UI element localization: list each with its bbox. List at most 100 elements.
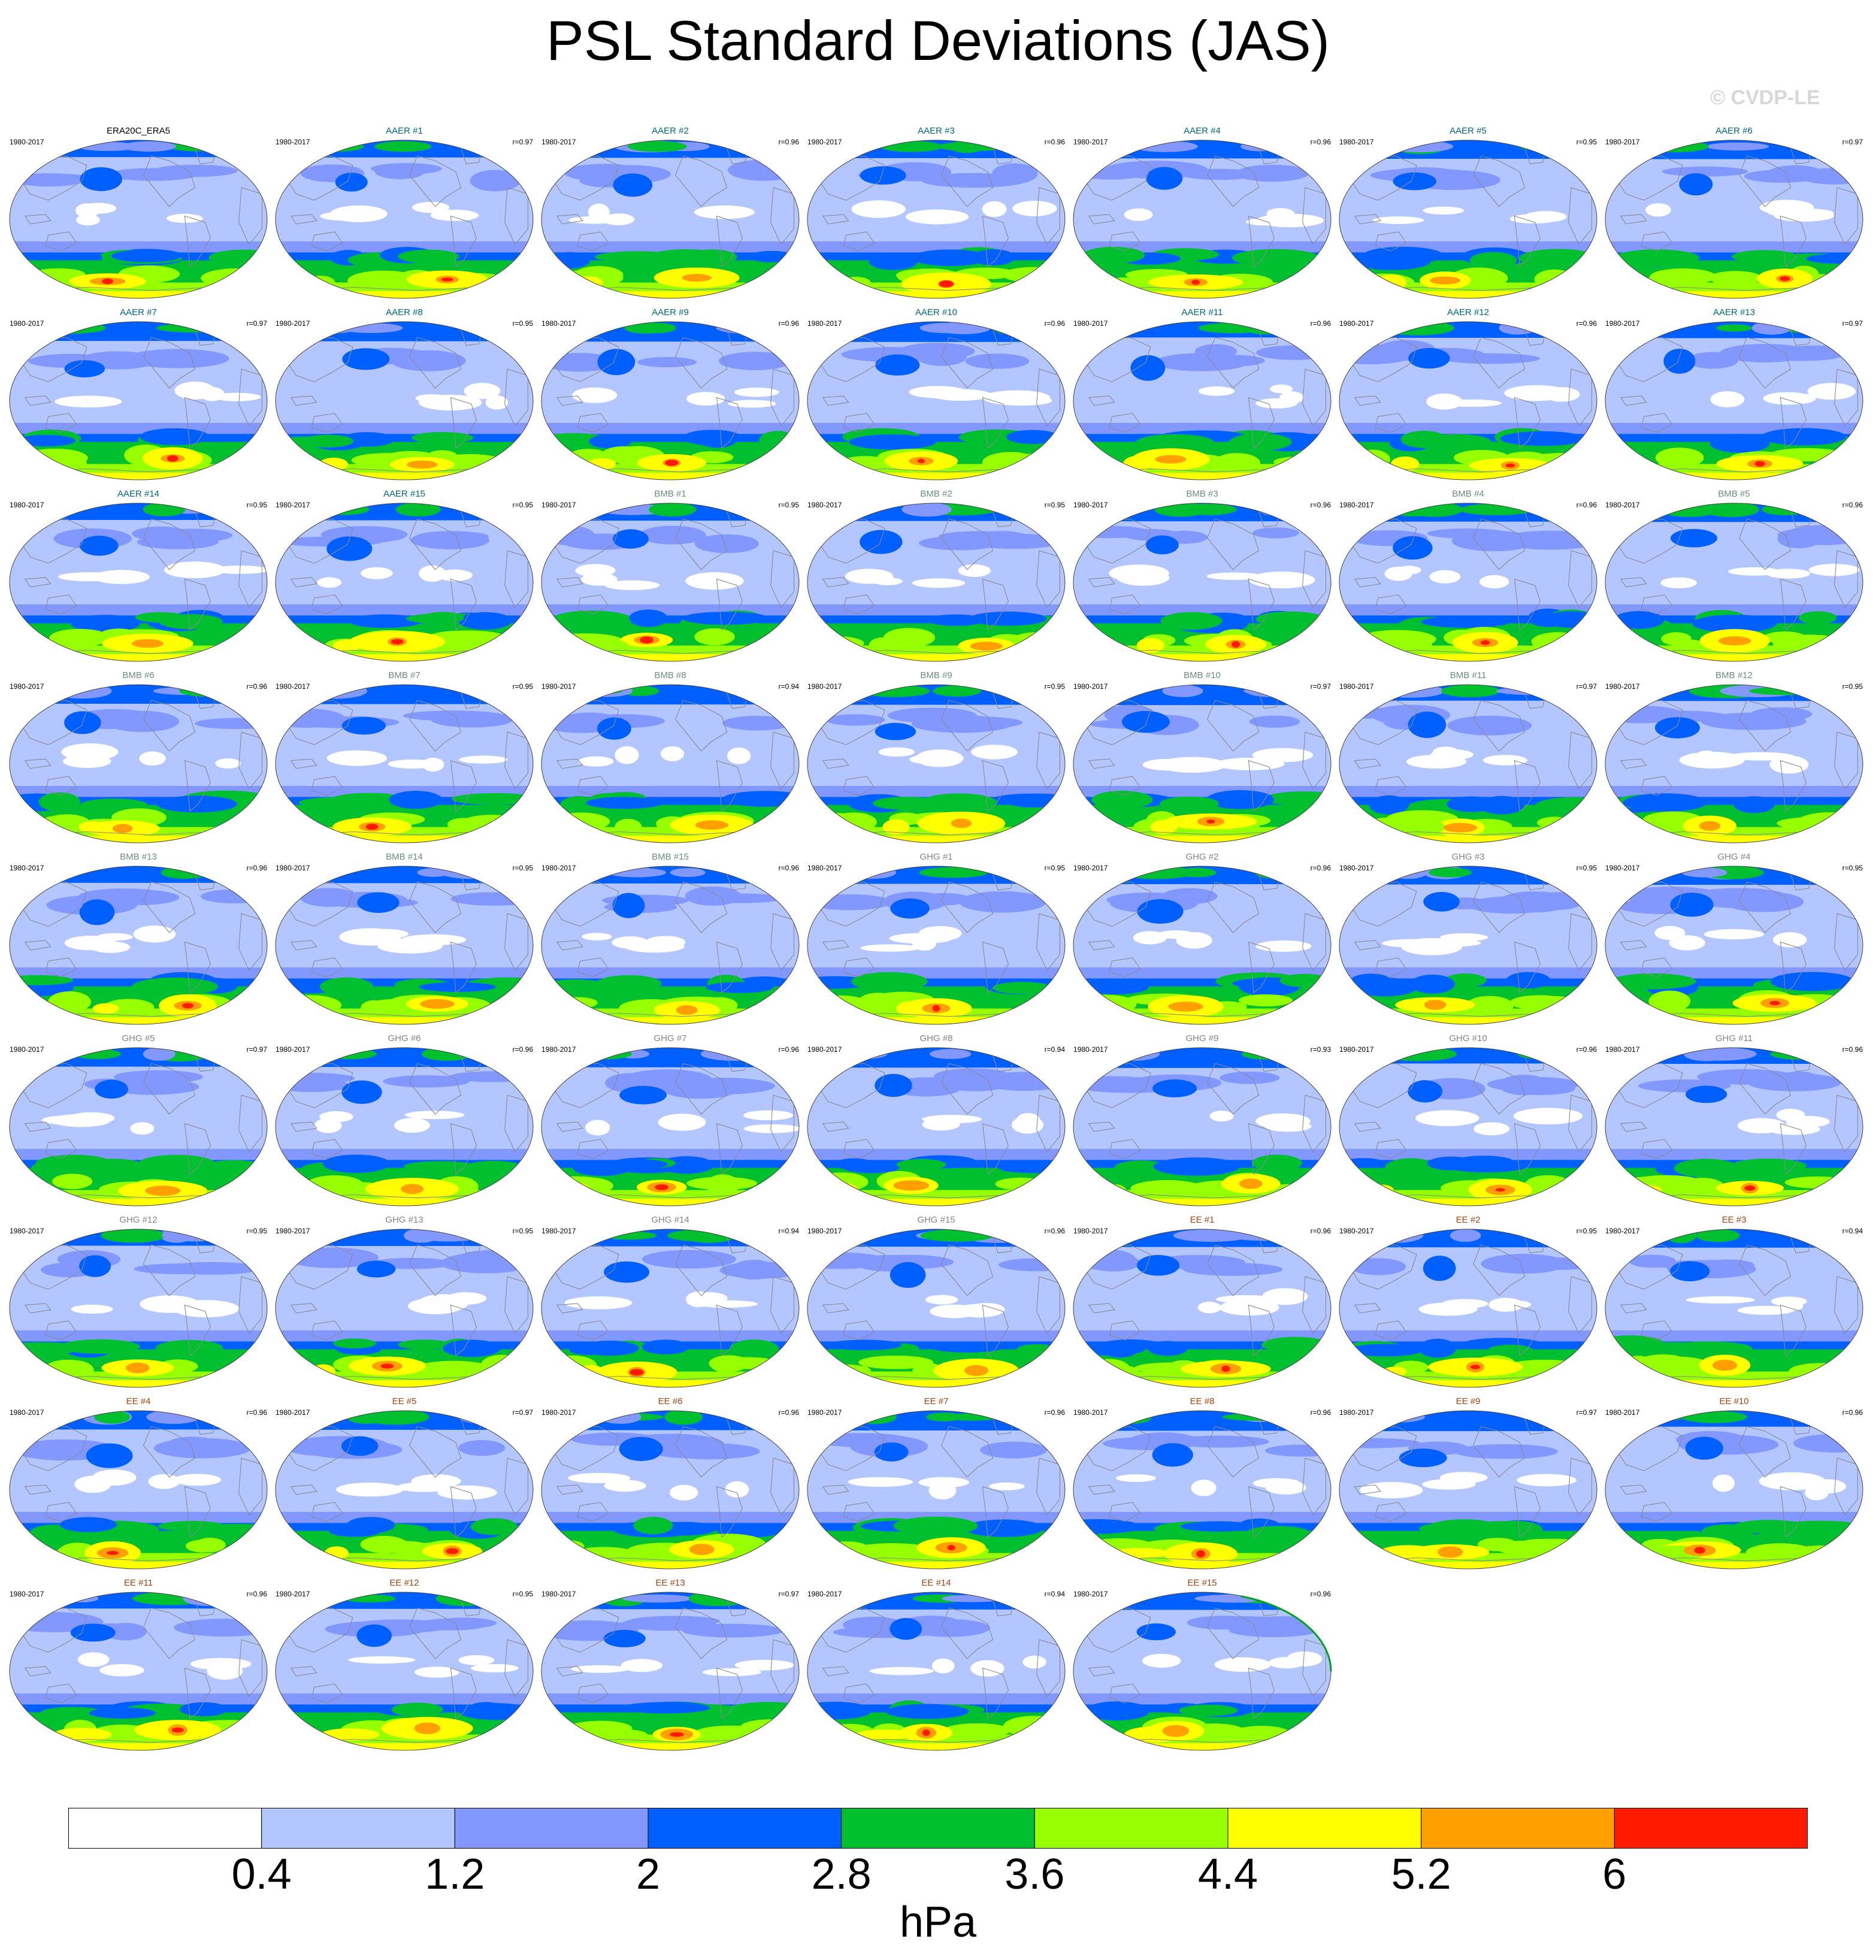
panel-correlation: r=0.96 xyxy=(1576,319,1597,328)
panel-correlation: r=0.96 xyxy=(1842,1045,1863,1054)
watermark: © CVDP-LE xyxy=(1710,86,1820,109)
global-map xyxy=(9,503,268,662)
panel-title: GHG #5 xyxy=(122,1033,155,1043)
colorbar-segment xyxy=(841,1808,1035,1849)
global-map xyxy=(807,1047,1066,1206)
colorbar-segment xyxy=(261,1808,455,1849)
panel-correlation: r=0.97 xyxy=(512,138,533,146)
panel-period: 1980-2017 xyxy=(1605,1227,1640,1235)
colorbar xyxy=(68,1808,1808,1849)
panel-title: BMB #5 xyxy=(1718,489,1750,499)
global-map xyxy=(1605,1229,1863,1388)
panel-title: BMB #6 xyxy=(122,670,155,680)
global-map xyxy=(1073,684,1332,843)
map-panel: GHG #3 1980-2017 r=0.95 xyxy=(1337,852,1599,1027)
panel-period: 1980-2017 xyxy=(807,1590,842,1598)
map-panel: GHG #10 1980-2017 r=0.96 xyxy=(1337,1033,1599,1208)
global-map xyxy=(1605,140,1863,299)
panel-period: 1980-2017 xyxy=(1339,682,1374,691)
panel-title: AAER #2 xyxy=(652,126,689,136)
global-map xyxy=(1605,503,1863,662)
panel-title: EE #8 xyxy=(1190,1396,1215,1407)
map-panel: BMB #9 1980-2017 r=0.95 xyxy=(805,670,1067,845)
map-panel: EE #12 1980-2017 r=0.95 xyxy=(273,1578,535,1753)
global-map xyxy=(1339,321,1597,480)
panel-title: AAER #1 xyxy=(386,126,423,136)
panel-period: 1980-2017 xyxy=(276,1408,310,1417)
global-map xyxy=(1605,1410,1863,1569)
panel-correlation: r=0.95 xyxy=(246,501,267,509)
panel-correlation: r=0.97 xyxy=(1576,682,1597,691)
panel-period: 1980-2017 xyxy=(541,501,576,509)
colorbar-tick-label: 3.6 xyxy=(1004,1850,1065,1898)
colorbar-tick-label: 4.4 xyxy=(1197,1850,1258,1898)
panel-period: 1980-2017 xyxy=(541,682,576,691)
map-panel: GHG #8 1980-2017 r=0.94 xyxy=(805,1033,1067,1208)
panel-period: 1980-2017 xyxy=(1605,319,1640,328)
panel-correlation: r=0.96 xyxy=(1576,501,1597,509)
global-map xyxy=(1339,1229,1597,1388)
panel-title: BMB #11 xyxy=(1450,670,1487,680)
map-panel: BMB #15 1980-2017 r=0.96 xyxy=(539,852,801,1027)
map-panel: GHG #11 1980-2017 r=0.96 xyxy=(1603,1033,1865,1208)
panel-correlation: r=0.95 xyxy=(512,1590,533,1598)
map-panel: AAER #11 1980-2017 r=0.96 xyxy=(1071,307,1333,482)
panel-correlation: r=0.96 xyxy=(1044,319,1065,328)
panel-title: BMB #12 xyxy=(1715,670,1753,680)
panel-period: 1980-2017 xyxy=(1339,138,1374,146)
colorbar-tick-label: 1.2 xyxy=(425,1850,485,1898)
panel-correlation: r=0.95 xyxy=(246,1227,267,1235)
panel-title: GHG #11 xyxy=(1715,1033,1753,1043)
colorbar-tick-label: 0.4 xyxy=(231,1850,292,1898)
panel-correlation: r=0.96 xyxy=(778,138,799,146)
panel-correlation: r=0.96 xyxy=(1044,1408,1065,1417)
global-map xyxy=(9,1410,268,1569)
map-panel: AAER #5 1980-2017 r=0.95 xyxy=(1337,126,1599,301)
panel-period: 1980-2017 xyxy=(10,319,44,328)
panel-period: 1980-2017 xyxy=(807,1045,842,1054)
panel-correlation: r=0.96 xyxy=(778,864,799,872)
global-map xyxy=(807,1410,1066,1569)
panel-correlation: r=0.96 xyxy=(1842,1408,1863,1417)
map-panel: BMB #13 1980-2017 r=0.96 xyxy=(7,852,270,1027)
map-panel: AAER #7 1980-2017 r=0.97 xyxy=(7,307,270,482)
panel-period: 1980-2017 xyxy=(1605,501,1640,509)
global-map xyxy=(1605,1047,1863,1206)
panel-period: 1980-2017 xyxy=(276,682,310,691)
panel-correlation: r=0.97 xyxy=(1310,682,1331,691)
global-map xyxy=(807,1592,1066,1751)
map-panel: EE #2 1980-2017 r=0.95 xyxy=(1337,1215,1599,1390)
map-panel: EE #13 1980-2017 r=0.97 xyxy=(539,1578,801,1753)
global-map xyxy=(275,503,534,662)
panel-title: GHG #15 xyxy=(917,1215,955,1225)
map-panel: AAER #1 1980-2017 r=0.97 xyxy=(273,126,535,301)
map-panel: EE #10 1980-2017 r=0.96 xyxy=(1603,1396,1865,1571)
panel-title: GHG #12 xyxy=(119,1215,158,1225)
panel-title: GHG #10 xyxy=(1449,1033,1487,1043)
global-map xyxy=(1339,1410,1597,1569)
panel-title: EE #4 xyxy=(126,1396,151,1407)
panel-correlation: r=0.94 xyxy=(778,682,799,691)
panel-period: 1980-2017 xyxy=(1605,1408,1640,1417)
panel-title: AAER #13 xyxy=(1712,307,1756,317)
global-map xyxy=(1073,1410,1332,1569)
panel-correlation: r=0.96 xyxy=(512,1045,533,1054)
colorbar-segment xyxy=(1227,1808,1422,1849)
panel-period: 1980-2017 xyxy=(1605,138,1640,146)
panel-period: 1980-2017 xyxy=(10,1227,44,1235)
global-map xyxy=(1339,1047,1597,1206)
panel-period: 1980-2017 xyxy=(1339,1045,1374,1054)
panel-title: AAER #12 xyxy=(1447,307,1490,317)
map-panel: BMB #5 1980-2017 r=0.96 xyxy=(1603,489,1865,664)
map-panel: AAER #10 1980-2017 r=0.96 xyxy=(805,307,1067,482)
panel-correlation: r=0.95 xyxy=(512,319,533,328)
panel-correlation: r=0.97 xyxy=(1842,319,1863,328)
panel-correlation: r=0.96 xyxy=(1310,1227,1331,1235)
panel-correlation: r=0.94 xyxy=(1842,1227,1863,1235)
global-map xyxy=(275,684,534,843)
global-map xyxy=(541,1229,800,1388)
panel-correlation: r=0.93 xyxy=(1310,1045,1331,1054)
map-panel: AAER #13 1980-2017 r=0.97 xyxy=(1603,307,1865,482)
global-map xyxy=(807,1229,1066,1388)
panel-period: 1980-2017 xyxy=(807,682,842,691)
